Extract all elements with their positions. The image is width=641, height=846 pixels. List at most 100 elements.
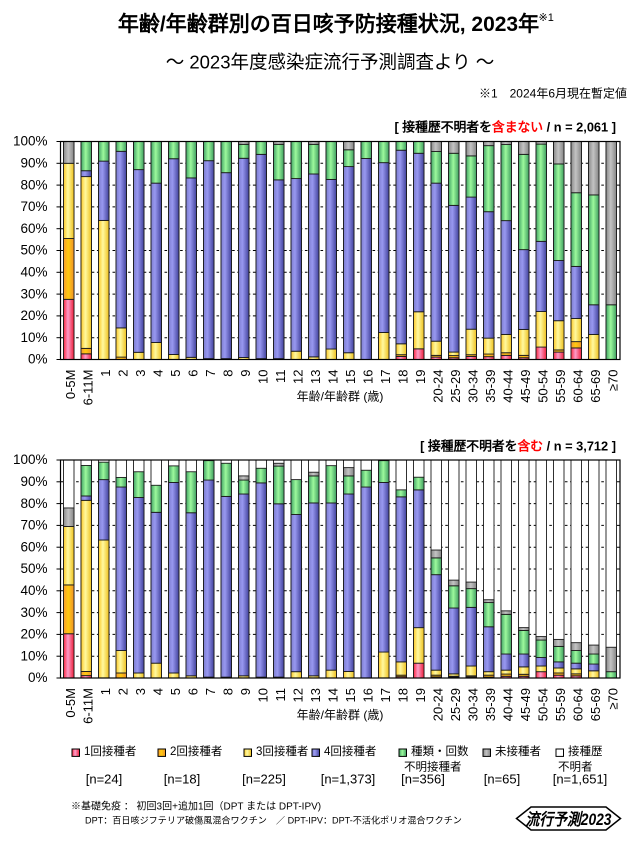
svg-text:6: 6	[185, 688, 200, 695]
svg-text:40-44: 40-44	[500, 370, 515, 403]
svg-text:25-29: 25-29	[448, 370, 463, 403]
svg-text:※1: ※1	[539, 12, 554, 24]
svg-text:50-54: 50-54	[535, 370, 550, 403]
svg-text:14: 14	[325, 370, 340, 384]
svg-text:3回接種者: 3回接種者	[256, 744, 308, 758]
svg-text:90%: 90%	[20, 474, 47, 489]
svg-text:16: 16	[360, 370, 375, 384]
svg-text:10: 10	[255, 688, 270, 702]
svg-text:3: 3	[133, 370, 148, 377]
svg-text:30-34: 30-34	[465, 688, 480, 721]
svg-text:[ 接種歴不明者を含まない / n = 2,061 ]: [ 接種歴不明者を含まない / n = 2,061 ]	[394, 120, 616, 135]
svg-text:12: 12	[290, 370, 305, 384]
svg-text:80%: 80%	[20, 177, 47, 192]
svg-text:19: 19	[413, 370, 428, 384]
svg-text:15: 15	[343, 688, 358, 702]
svg-text:[ 接種歴不明者を含む / n = 3,712 ]: [ 接種歴不明者を含む / n = 3,712 ]	[420, 439, 616, 454]
svg-text:40%: 40%	[20, 265, 47, 280]
svg-text:9: 9	[238, 370, 253, 377]
svg-text:18: 18	[395, 370, 410, 384]
svg-text:2回接種者: 2回接種者	[170, 744, 222, 758]
svg-text:15: 15	[343, 370, 358, 384]
svg-text:0-5M: 0-5M	[63, 688, 78, 718]
svg-text:1: 1	[98, 370, 113, 377]
svg-text:13: 13	[308, 370, 323, 384]
svg-text:70%: 70%	[20, 518, 47, 533]
svg-text:60-64: 60-64	[570, 370, 585, 403]
svg-text:90%: 90%	[20, 156, 47, 171]
svg-text:0-5M: 0-5M	[63, 370, 78, 400]
svg-text:6: 6	[185, 370, 200, 377]
svg-text:10: 10	[255, 370, 270, 384]
svg-text:30-34: 30-34	[465, 370, 480, 403]
svg-text:80%: 80%	[20, 496, 47, 511]
svg-text:60-64: 60-64	[570, 688, 585, 721]
svg-text:11: 11	[273, 688, 288, 702]
svg-text:8: 8	[220, 370, 235, 377]
svg-text:20%: 20%	[20, 308, 47, 323]
svg-text:35-39: 35-39	[483, 688, 498, 721]
svg-text:年齢/年齢群 (歳): 年齢/年齢群 (歳)	[297, 389, 384, 404]
svg-text:※基礎免疫 ： 初回3回+追加1回（DPT または DP: ※基礎免疫 ： 初回3回+追加1回（DPT または DPT-IPV)	[71, 800, 321, 813]
svg-text:20-24: 20-24	[430, 688, 445, 721]
svg-text:40%: 40%	[20, 583, 47, 598]
svg-text:45-49: 45-49	[518, 688, 533, 721]
svg-text:5: 5	[168, 688, 183, 695]
svg-text:[n=1,373]: [n=1,373]	[321, 772, 376, 787]
svg-text:5: 5	[168, 370, 183, 377]
svg-text:40-44: 40-44	[500, 688, 515, 721]
svg-text:12: 12	[290, 688, 305, 702]
svg-text:17: 17	[378, 688, 393, 702]
svg-text:30%: 30%	[20, 605, 47, 620]
svg-text:11: 11	[273, 370, 288, 384]
svg-text:60%: 60%	[20, 539, 47, 554]
svg-text:25-29: 25-29	[448, 688, 463, 721]
svg-text:30%: 30%	[20, 286, 47, 301]
svg-text:65-69: 65-69	[588, 688, 603, 721]
svg-text:55-59: 55-59	[553, 370, 568, 403]
svg-text:1回接種者: 1回接種者	[84, 744, 136, 758]
svg-text:≥70: ≥70	[605, 370, 620, 392]
svg-text:50%: 50%	[20, 243, 47, 258]
svg-text:6-11M: 6-11M	[80, 370, 95, 406]
svg-text:0%: 0%	[28, 670, 48, 685]
svg-text:55-59: 55-59	[553, 688, 568, 721]
svg-text:接種歴: 接種歴	[568, 744, 603, 758]
svg-text:種類・回数: 種類・回数	[411, 744, 469, 758]
svg-text:10%: 10%	[20, 648, 47, 663]
svg-text:9: 9	[238, 688, 253, 695]
svg-text:DPT：百日咳ジフテリア破傷風混合ワクチン ／ DPT-IP: DPT：百日咳ジフテリア破傷風混合ワクチン ／ DPT-IPV：DPT-不活化ポ…	[85, 815, 462, 826]
svg-text:6-11M: 6-11M	[80, 688, 95, 724]
svg-text:[n=356]: [n=356]	[401, 772, 445, 787]
svg-text:18: 18	[395, 688, 410, 702]
svg-text:60%: 60%	[20, 221, 47, 236]
svg-text:100%: 100%	[13, 134, 48, 149]
svg-text:100%: 100%	[13, 452, 48, 467]
svg-text:50-54: 50-54	[535, 688, 550, 721]
svg-text:年齢/年齢群 (歳): 年齢/年齢群 (歳)	[297, 707, 384, 722]
svg-text:20%: 20%	[20, 627, 47, 642]
svg-text:3: 3	[133, 688, 148, 695]
svg-text:45-49: 45-49	[518, 370, 533, 403]
svg-text:2: 2	[115, 370, 130, 377]
svg-text:[n=225]: [n=225]	[242, 772, 286, 787]
svg-text:2: 2	[115, 688, 130, 695]
svg-text:1: 1	[98, 688, 113, 695]
svg-text:≥70: ≥70	[605, 688, 620, 710]
svg-text:[n=65]: [n=65]	[484, 772, 521, 787]
svg-text:[n=1,651]: [n=1,651]	[553, 772, 608, 787]
svg-text:20-24: 20-24	[430, 370, 445, 403]
svg-text:10%: 10%	[20, 330, 47, 345]
svg-text:65-69: 65-69	[588, 370, 603, 403]
svg-text:13: 13	[308, 688, 323, 702]
svg-text:不明接種者: 不明接種者	[404, 760, 462, 774]
svg-text:8: 8	[220, 688, 235, 695]
svg-text:不明者: 不明者	[558, 761, 593, 774]
svg-text:35-39: 35-39	[483, 370, 498, 403]
svg-text:19: 19	[413, 688, 428, 702]
svg-text:～ 2023年度感染症流行予測調査より ～: ～ 2023年度感染症流行予測調査より ～	[166, 52, 495, 73]
svg-text:16: 16	[360, 688, 375, 702]
svg-text:[n=24]: [n=24]	[86, 772, 123, 787]
svg-text:年齢/年齢群別の百日咳予防接種状況, 2023年: 年齢/年齢群別の百日咳予防接種状況, 2023年	[118, 12, 539, 36]
svg-text:[n=18]: [n=18]	[164, 772, 201, 787]
